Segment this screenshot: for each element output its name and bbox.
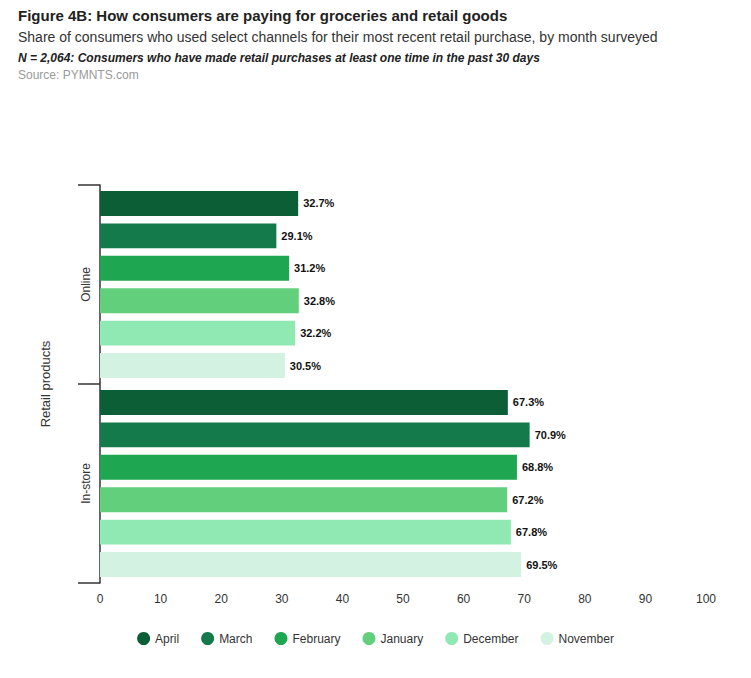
svg-text:32.2%: 32.2%	[300, 327, 331, 339]
svg-text:March: March	[219, 632, 252, 646]
svg-text:April: April	[155, 632, 179, 646]
svg-text:Retail products: Retail products	[38, 340, 53, 427]
html-text:Source: PYMNTS.com: Source: PYMNTS.com	[18, 68, 139, 82]
svg-text:30: 30	[275, 592, 289, 606]
svg-text:32.8%: 32.8%	[304, 295, 335, 307]
svg-text:10: 10	[154, 592, 168, 606]
svg-text:100: 100	[696, 592, 716, 606]
svg-text:67.3%: 67.3%	[513, 396, 544, 408]
svg-text:70.9%: 70.9%	[535, 429, 566, 441]
svg-text:20: 20	[215, 592, 229, 606]
html-text:N = 2,064: Consumers who have: N = 2,064: Consumers who have made retai…	[18, 51, 540, 65]
svg-text:67.2%: 67.2%	[512, 494, 543, 506]
svg-text:Online: Online	[79, 267, 93, 302]
svg-text:67.8%: 67.8%	[516, 526, 547, 538]
svg-text:60: 60	[457, 592, 471, 606]
svg-text:80: 80	[578, 592, 592, 606]
svg-text:69.5%: 69.5%	[526, 559, 557, 571]
svg-text:0: 0	[97, 592, 104, 606]
svg-text:February: February	[292, 632, 340, 646]
svg-text:29.1%: 29.1%	[281, 230, 312, 242]
svg-text:In-store: In-store	[79, 463, 93, 504]
svg-text:68.8%: 68.8%	[522, 461, 553, 473]
svg-text:32.7%: 32.7%	[303, 197, 334, 209]
svg-text:30.5%: 30.5%	[290, 360, 321, 372]
svg-text:January: January	[380, 632, 423, 646]
html-text:Share of consumers who used se: Share of consumers who used select chann…	[18, 29, 658, 45]
svg-text:70: 70	[518, 592, 532, 606]
svg-text:31.2%: 31.2%	[294, 262, 325, 274]
svg-text:November: November	[559, 632, 614, 646]
html-text:Figure 4B: How consumers are p: Figure 4B: How consumers are paying for …	[18, 7, 508, 24]
svg-text:90: 90	[639, 592, 653, 606]
svg-text:50: 50	[396, 592, 410, 606]
svg-text:December: December	[463, 632, 518, 646]
svg-text:40: 40	[336, 592, 350, 606]
